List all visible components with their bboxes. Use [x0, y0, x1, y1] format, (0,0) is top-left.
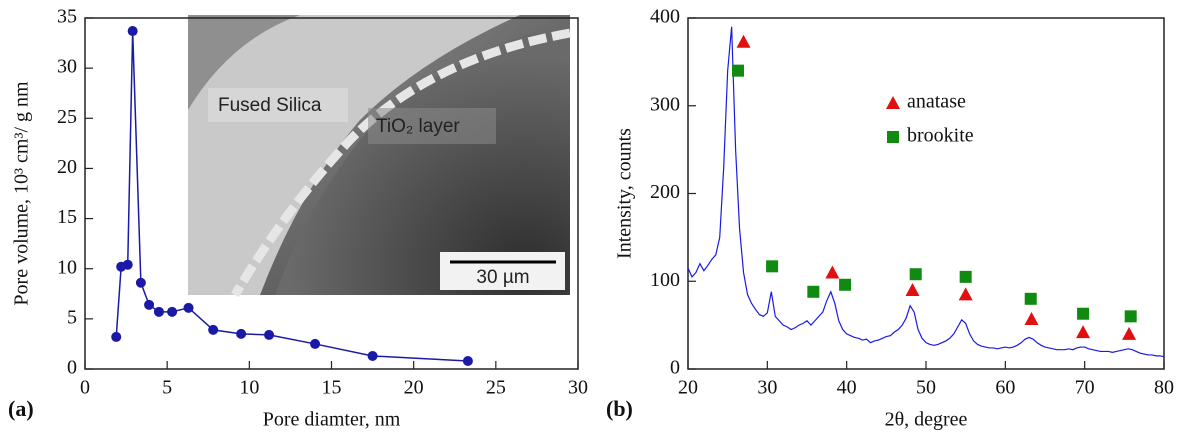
data-point: [264, 329, 275, 340]
label-box: [368, 108, 496, 144]
x-axis-label: 2θ, degree: [885, 409, 968, 431]
x-tick-label: 50: [916, 377, 936, 399]
y-axis-label: Intensity, counts: [614, 128, 636, 259]
plot-frame: [687, 17, 1165, 370]
y-tick-label: 0: [670, 357, 680, 379]
data-point: [462, 355, 473, 366]
x-tick-label: 20: [404, 377, 424, 399]
label-box: [208, 88, 348, 122]
peak-marker: [736, 34, 751, 48]
data-point: [127, 26, 138, 37]
panel-label: (a): [8, 396, 34, 421]
inset-corner: [188, 15, 300, 110]
x-tick-label: 0: [80, 377, 90, 399]
y-tick-label: 300: [650, 93, 680, 115]
x-tick-label: 10: [239, 377, 259, 399]
tio2-region: [275, 30, 570, 295]
fused-silica-region: [188, 15, 520, 295]
y-tick-label: 5: [67, 306, 77, 328]
data-point: [310, 338, 321, 349]
peak-marker: [959, 270, 972, 283]
data-point: [144, 299, 155, 310]
legend-swatch: [887, 131, 899, 143]
legend-label: brookite: [907, 125, 974, 147]
peak-marker: [1124, 310, 1137, 323]
y-tick-label: 100: [650, 269, 680, 291]
x-tick-label: 40: [837, 377, 857, 399]
x-tick-label: 30: [568, 377, 588, 399]
y-tick-label: 20: [57, 156, 77, 178]
peak-marker: [1077, 307, 1090, 320]
peak-marker: [1024, 292, 1037, 305]
y-tick-label: 15: [57, 206, 77, 228]
peak-marker: [731, 64, 744, 77]
y-tick-label: 400: [650, 6, 680, 28]
data-point: [122, 259, 133, 270]
y-tick-label: 30: [57, 56, 77, 78]
x-tick-label: 25: [486, 377, 506, 399]
peak-marker: [825, 265, 840, 279]
data-point: [236, 328, 247, 339]
tio2-layer: [231, 28, 571, 298]
peak-marker: [766, 260, 779, 273]
data-point: [208, 324, 219, 335]
data-point: [167, 306, 178, 317]
x-tick-label: 70: [1075, 377, 1095, 399]
x-tick-label: 5: [162, 377, 172, 399]
legend-swatch: [886, 96, 900, 109]
peak-marker: [909, 268, 922, 281]
data-point: [111, 331, 122, 342]
x-tick-label: 80: [1154, 377, 1174, 399]
scale-label: 30 µm: [476, 267, 529, 288]
peak-marker: [1076, 325, 1091, 339]
x-tick-label: 15: [322, 377, 342, 399]
peak-marker: [807, 285, 820, 298]
y-tick-label: 0: [67, 357, 77, 379]
y-tick-label: 200: [650, 181, 680, 203]
peak-marker: [905, 283, 920, 297]
panel-label: (b): [606, 396, 633, 421]
inset-label: Fused Silica: [218, 95, 322, 116]
peak-marker: [958, 287, 973, 301]
data-point: [367, 350, 378, 361]
y-tick-label: 10: [57, 256, 77, 278]
sem-inset: Fused Silica TiO₂ layer 30 µm: [188, 15, 571, 298]
x-tick-label: 60: [995, 377, 1015, 399]
data-point: [183, 302, 194, 313]
peak-marker: [839, 278, 852, 291]
inset-label: TiO₂ layer: [376, 116, 460, 137]
y-tick-label: 25: [57, 106, 77, 128]
peak-marker: [1024, 311, 1039, 325]
x-axis-label: Pore diamter, nm: [263, 409, 401, 431]
legend-label: anatase: [907, 91, 966, 113]
scale-box: [440, 252, 565, 290]
x-tick-label: 30: [757, 377, 777, 399]
x-tick-label: 20: [678, 377, 698, 399]
data-point: [135, 277, 146, 288]
data-line: [687, 26, 1165, 358]
y-tick-label: 35: [57, 6, 77, 28]
data-point: [153, 306, 164, 317]
y-axis-label: Pore volume, 10³ cm³/ g nm: [11, 81, 33, 306]
peak-marker: [1122, 326, 1137, 340]
